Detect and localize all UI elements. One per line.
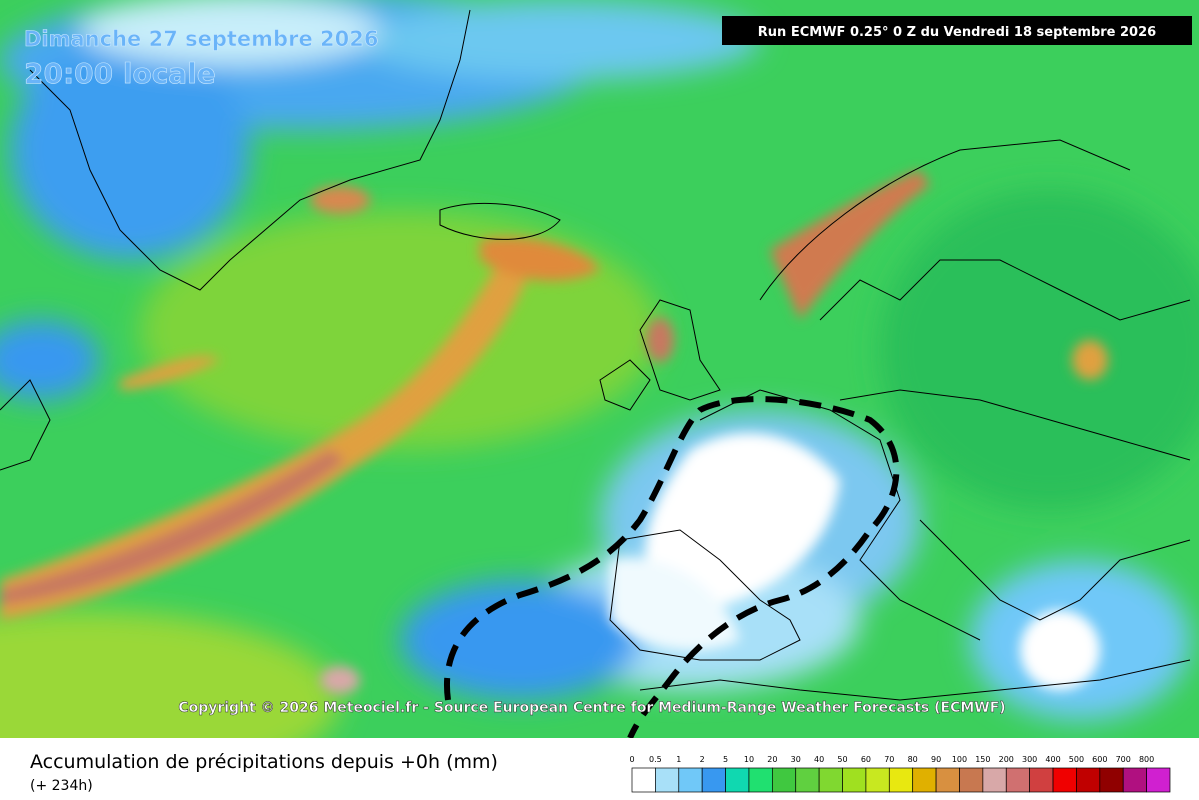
legend-swatch — [1005, 767, 1031, 793]
legend-swatch — [631, 767, 656, 793]
legend-label: 200 — [999, 755, 1014, 764]
run-label: Run ECMWF 0.25° 0 Z du Vendredi 18 septe… — [758, 25, 1156, 40]
legend-label: 50 — [837, 755, 847, 764]
legend-swatch — [1052, 767, 1077, 793]
legend-label: 150 — [975, 755, 990, 764]
legend-swatch — [842, 767, 867, 793]
legend-lead: (+ 234h) — [30, 778, 93, 794]
legend-label: 800 — [1139, 755, 1154, 764]
legend-swatch — [1029, 767, 1054, 793]
dashed-outline — [443, 396, 900, 738]
legend-label: 40 — [814, 755, 824, 764]
legend-label: 20 — [767, 755, 777, 764]
legend-label: 5 — [723, 755, 728, 764]
legend-label: 1 — [676, 755, 681, 764]
legend-swatch — [888, 767, 914, 793]
legend-label: 90 — [931, 755, 941, 764]
legend-label: 10 — [744, 755, 754, 764]
legend-label: 70 — [884, 755, 894, 764]
legend-swatch — [865, 767, 890, 793]
legend-label: 100 — [952, 755, 967, 764]
legend-label: 0.5 — [649, 755, 662, 764]
legend-swatch — [959, 767, 984, 793]
legend-swatch — [912, 767, 937, 793]
copyright: Copyright © 2026 Meteociel.fr - Source E… — [178, 700, 1005, 716]
legend-label: 300 — [1022, 755, 1037, 764]
legend-label: 60 — [861, 755, 871, 764]
date-label: Dimanche 27 septembre 2026 — [24, 27, 378, 51]
time-label: 20:00 locale — [24, 57, 216, 90]
legend-swatch — [655, 767, 680, 793]
legend-swatch — [1122, 767, 1147, 793]
legend-swatch — [1146, 767, 1171, 793]
legend-label: 700 — [1116, 755, 1131, 764]
legend-label: 600 — [1092, 755, 1107, 764]
run-box — [722, 16, 1192, 45]
legend-swatch — [982, 767, 1007, 793]
legend-swatch — [771, 767, 797, 793]
legend-swatch — [1099, 767, 1124, 793]
legend-swatch — [795, 767, 820, 793]
legend-label: 30 — [791, 755, 801, 764]
legend-swatch — [678, 767, 703, 793]
legend-label: 80 — [908, 755, 918, 764]
legend-swatch — [818, 767, 843, 793]
legend-title: Accumulation de précipitations depuis +0… — [30, 751, 498, 773]
legend-label: 500 — [1069, 755, 1084, 764]
legend-swatch — [725, 767, 750, 793]
legend-label: 2 — [700, 755, 705, 764]
coastlines — [0, 9, 1191, 701]
legend-swatch — [1076, 767, 1101, 793]
legend-swatch — [935, 767, 960, 793]
legend-label: 400 — [1045, 755, 1060, 764]
legend-label: 0 — [629, 755, 634, 764]
legend-swatch — [701, 767, 726, 793]
legend-swatch — [748, 767, 773, 793]
legend-scale: 0 0.5 1 2 5 10 20 30 40 50 60 70 80 90 100 150 200 300 400… — [629, 755, 1171, 793]
